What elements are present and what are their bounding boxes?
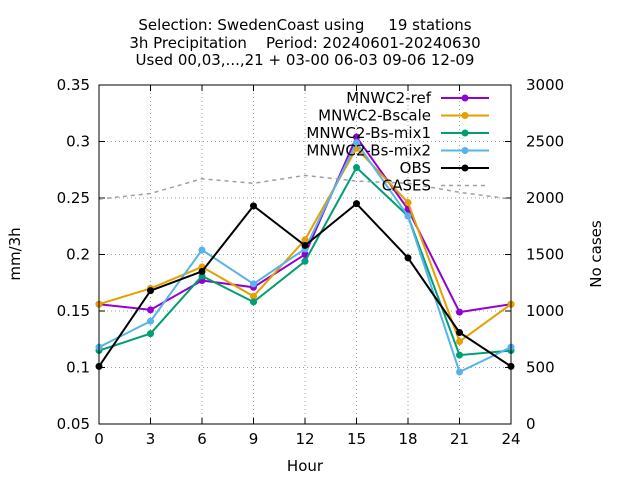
point-mnwc2-bs-mix2-15	[353, 139, 360, 147]
legend-marker-obs	[461, 164, 469, 172]
legend-marker-mnwc2-bs-mix1	[461, 129, 469, 137]
y2-tick-label-0: 0	[526, 415, 536, 433]
point-obs-12	[301, 241, 309, 249]
point-obs-3	[147, 287, 154, 295]
point-mnwc2-bs-mix1-15	[353, 163, 360, 171]
y2-tick-label-2500: 2500	[526, 133, 564, 151]
x-tick-label-21: 21	[450, 430, 469, 448]
y2-tick-label-1500: 1500	[526, 246, 564, 264]
x-tick-label-3: 3	[146, 430, 156, 448]
y-tick-label-6: 0.35	[57, 76, 90, 94]
point-obs-21	[456, 328, 463, 336]
point-mnwc2-bscale-18	[404, 199, 412, 207]
point-mnwc2-ref-21	[456, 308, 463, 316]
y-tick-label-4: 0.25	[57, 189, 90, 207]
title-line-1: Selection: SwedenCoast using 19 stations	[138, 16, 471, 34]
legend-marker-mnwc2-bs-mix2	[461, 147, 469, 154]
series-line-cases	[98, 174, 512, 200]
title-line-2: 3h Precipitation Period: 20240601-202406…	[129, 34, 480, 52]
point-mnwc2-bscale-12	[301, 236, 309, 244]
legend-marker-mnwc2-bscale	[461, 112, 469, 119]
y-tick-label-5: 0.3	[66, 133, 90, 151]
point-mnwc2-ref-15	[353, 133, 360, 141]
y-axis-label: mm/3h	[6, 227, 24, 280]
y2-tick-label-3000: 3000	[526, 76, 564, 94]
x-tick-label-6: 6	[197, 430, 207, 448]
title-line-3: Used 00,03,...,21 + 03-00 06-03 09-06 12…	[136, 51, 475, 69]
point-mnwc2-bs-mix1-3	[147, 330, 154, 338]
y2-axis-label: No cases	[587, 220, 605, 288]
point-mnwc2-bs-mix2-6	[198, 246, 206, 254]
axis-ticks: 0 3 6 9 12 15 18 21 24 0.05 0.1 0.15 0.2 0.25 0.3 0.35 0…	[57, 76, 565, 448]
legend: MNWC2-refMNWC2-BscaleMNWC2-Bs-mix1MNWC2-…	[306, 89, 489, 195]
legend-label-mnwc2-bs-mix2: MNWC2-Bs-mix2	[306, 142, 431, 160]
y2-tick-label-2000: 2000	[526, 189, 564, 207]
y-tick-label-2: 0.15	[57, 302, 90, 320]
point-obs-15	[353, 200, 360, 208]
x-tick-label-15: 15	[347, 430, 366, 448]
grid-lines	[99, 85, 511, 424]
y2-tick-label-500: 500	[526, 359, 555, 377]
legend-label-mnwc2-bscale: MNWC2-Bscale	[318, 107, 431, 125]
x-tick-label-12: 12	[295, 430, 314, 448]
point-mnwc2-bs-mix1-12	[301, 257, 309, 265]
series-layer	[95, 133, 515, 376]
point-mnwc2-bscale-21	[456, 338, 463, 346]
plot-frame	[98, 84, 512, 425]
point-mnwc2-bs-mix1-21	[456, 351, 463, 359]
legend-label-obs: OBS	[400, 159, 431, 177]
point-mnwc2-bs-mix1-9	[250, 298, 257, 306]
point-mnwc2-bscale-9	[250, 292, 257, 300]
y-tick-label-0: 0.05	[57, 415, 90, 433]
y2-tick-label-1000: 1000	[526, 302, 564, 320]
point-mnwc2-bs-mix2-21	[456, 368, 463, 376]
x-axis-label: Hour	[287, 457, 324, 475]
legend-marker-mnwc2-ref	[461, 94, 469, 102]
x-tick-label-9: 9	[249, 430, 259, 448]
chart-title: Selection: SwedenCoast using 19 stations…	[129, 16, 480, 69]
series-cases	[98, 174, 512, 200]
x-tick-label-18: 18	[398, 430, 417, 448]
point-mnwc2-bs-mix2-9	[250, 280, 257, 288]
series-obs	[95, 200, 515, 370]
y-tick-label-3: 0.2	[66, 246, 90, 264]
point-mnwc2-bs-mix2-18	[404, 212, 412, 220]
legend-label-mnwc2-bs-mix1: MNWC2-Bs-mix1	[306, 124, 431, 142]
point-obs-18	[404, 254, 412, 262]
legend-label-mnwc2-ref: MNWC2-ref	[346, 89, 431, 107]
point-obs-9	[250, 202, 257, 210]
legend-label-cases: CASES	[382, 177, 431, 195]
y-tick-label-1: 0.1	[66, 359, 90, 377]
point-mnwc2-bs-mix2-3	[147, 317, 154, 325]
point-obs-6	[198, 267, 206, 275]
point-mnwc2-ref-3	[147, 306, 154, 314]
x-tick-label-24: 24	[501, 430, 520, 448]
x-tick-label-0: 0	[94, 430, 104, 448]
